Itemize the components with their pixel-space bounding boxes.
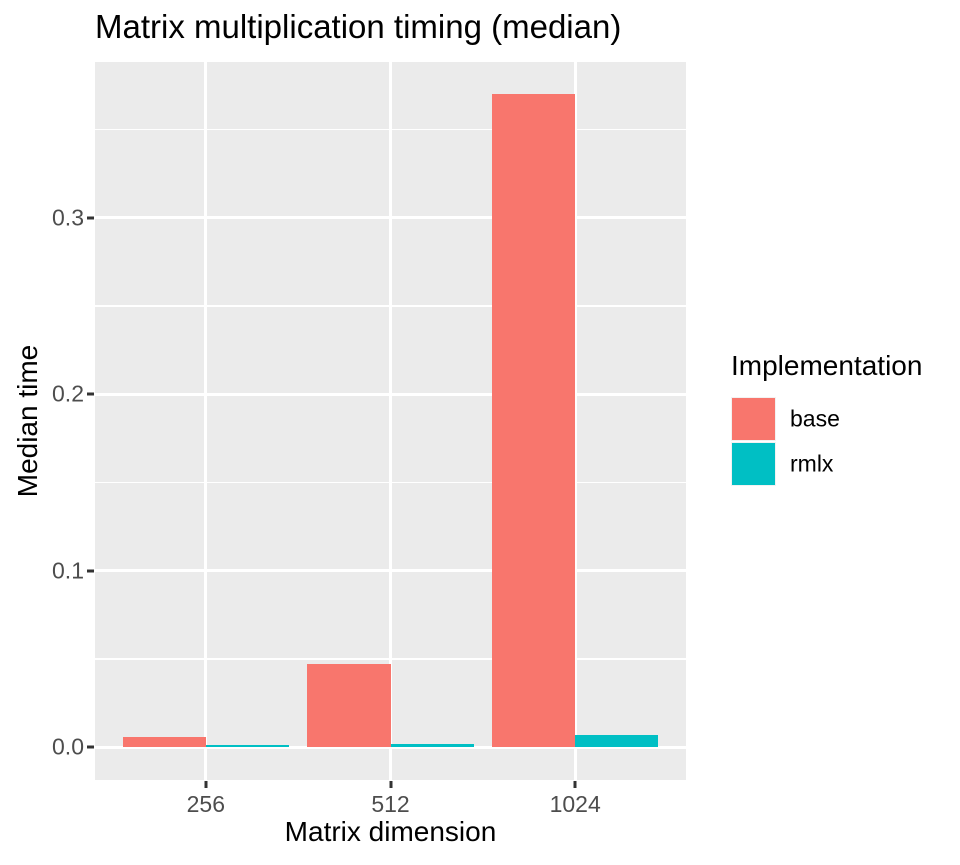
- legend-label-base: base: [790, 405, 840, 432]
- plot-panel: [95, 62, 686, 780]
- y-tick-label-0.3: 0.3: [52, 204, 84, 231]
- gridline-major-x-1024: [573, 62, 577, 780]
- x-tick-mark-1024: [573, 781, 577, 788]
- legend-label-rmlx: rmlx: [790, 450, 834, 477]
- x-tick-mark-512: [389, 781, 392, 788]
- x-tick-mark-256: [204, 781, 208, 788]
- x-tick-label-1024: 1024: [549, 791, 601, 817]
- y-tick-mark-0.1: [87, 569, 94, 573]
- legend-key-rmlx: [731, 442, 776, 486]
- legend-swatch-rmlx: [732, 443, 775, 485]
- gridline-major-x-512: [389, 62, 392, 780]
- y-tick-label-0.2: 0.2: [52, 380, 84, 407]
- x-tick-label-512: 512: [371, 791, 410, 817]
- legend-key-base: [731, 397, 776, 441]
- bar-rmlx-512: [390, 744, 474, 748]
- y-tick-mark-0.3: [87, 216, 94, 220]
- x-axis-title: Matrix dimension: [284, 816, 497, 847]
- y-tick-label-0.1: 0.1: [52, 557, 84, 584]
- x-tick-label-256: 256: [186, 791, 225, 817]
- y-tick-mark-0.2: [87, 392, 94, 396]
- chart-title: Matrix multiplication timing (median): [95, 8, 622, 45]
- bar-rmlx-1024: [575, 734, 659, 748]
- bar-base-256: [122, 736, 206, 748]
- y-tick-label-0: 0.0: [52, 733, 84, 760]
- bar-base-512: [307, 664, 391, 748]
- gridline-major-x-256: [204, 62, 208, 780]
- y-axis-title: Median time: [12, 344, 43, 498]
- bar-base-1024: [492, 94, 576, 748]
- bar-rmlx-256: [205, 745, 289, 748]
- legend-title: Implementation: [731, 350, 923, 381]
- legend-swatch-base: [732, 398, 775, 440]
- y-tick-mark-0: [87, 745, 94, 749]
